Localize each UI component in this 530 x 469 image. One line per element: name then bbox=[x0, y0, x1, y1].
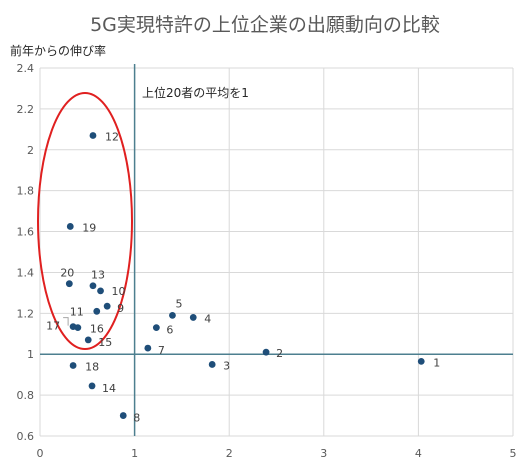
data-point-11 bbox=[93, 307, 101, 315]
data-point-15 bbox=[84, 336, 92, 344]
data-point-20 bbox=[65, 280, 73, 288]
y-tick-label: 1 bbox=[27, 348, 34, 361]
point-label-6: 6 bbox=[166, 324, 173, 337]
y-tick-labels: 0.6 0.8 1 1.2 1.4 1.6 1.8 2 2.2 2.4 bbox=[17, 62, 35, 443]
point-label-18: 18 bbox=[85, 360, 99, 373]
data-points bbox=[65, 132, 425, 419]
x-tick-label: 1 bbox=[131, 447, 138, 460]
y-tick-label: 2 bbox=[27, 144, 34, 157]
point-label-5: 5 bbox=[175, 297, 182, 310]
point-label-15: 15 bbox=[98, 336, 112, 349]
x-tick-label: 4 bbox=[415, 447, 422, 460]
highlight-ellipse-shape bbox=[37, 92, 133, 350]
y-tick-label: 1.2 bbox=[17, 307, 35, 320]
y-tick-label: 1.4 bbox=[17, 266, 35, 279]
y-tick-label: 1.8 bbox=[17, 185, 35, 198]
gridlines bbox=[39, 67, 514, 437]
x-tick-labels: 0 1 2 3 4 5 bbox=[37, 447, 517, 460]
x-tick-label: 0 bbox=[37, 447, 44, 460]
point-label-20: 20 bbox=[60, 267, 74, 280]
point-label-14: 14 bbox=[102, 382, 116, 395]
x-tick-label: 2 bbox=[226, 447, 233, 460]
data-point-19 bbox=[66, 223, 74, 230]
point-label-8: 8 bbox=[133, 412, 140, 425]
point-label-2: 2 bbox=[276, 347, 283, 360]
data-point-5 bbox=[169, 311, 176, 319]
x-tick-label: 5 bbox=[510, 447, 517, 460]
point-label-12: 12 bbox=[105, 130, 119, 143]
point-label-11: 11 bbox=[70, 305, 84, 318]
data-point-9 bbox=[103, 302, 111, 310]
reference-label: 上位20者の平均を1 bbox=[142, 85, 249, 100]
data-point-10 bbox=[97, 287, 104, 295]
point-label-16: 16 bbox=[90, 323, 104, 336]
point-label-13: 13 bbox=[91, 269, 105, 282]
chart-title: 5G実現特許の上位企業の出願動向の比較 bbox=[90, 14, 440, 36]
data-point-3 bbox=[208, 361, 216, 368]
leader-line-17 bbox=[63, 317, 69, 326]
data-point-2 bbox=[262, 348, 270, 356]
data-point-1 bbox=[417, 357, 425, 365]
point-label-4: 4 bbox=[204, 312, 211, 325]
data-point-8 bbox=[119, 412, 127, 419]
data-point-7 bbox=[144, 344, 152, 352]
point-label-17: 17 bbox=[46, 320, 60, 333]
x-tick-label: 3 bbox=[320, 447, 327, 460]
y-tick-label: 2.4 bbox=[17, 62, 35, 75]
point-label-1: 1 bbox=[433, 356, 440, 369]
point-label-10: 10 bbox=[112, 285, 126, 298]
y-tick-label: 0.8 bbox=[17, 389, 35, 402]
data-point-6 bbox=[152, 324, 160, 332]
data-point-17 bbox=[69, 323, 77, 331]
point-label-3: 3 bbox=[223, 359, 230, 372]
y-tick-label: 2.2 bbox=[17, 103, 35, 116]
point-label-9: 9 bbox=[117, 302, 124, 315]
data-point-12 bbox=[89, 132, 97, 139]
highlight-ellipse bbox=[37, 92, 133, 350]
reference-lines bbox=[40, 64, 513, 436]
data-point-14 bbox=[88, 382, 96, 390]
y-tick-label: 0.6 bbox=[17, 430, 35, 443]
point-label-7: 7 bbox=[158, 344, 165, 357]
data-point-18 bbox=[69, 362, 77, 369]
y-tick-label: 1.6 bbox=[17, 226, 35, 239]
point-label-19: 19 bbox=[82, 221, 96, 234]
y-axis-label: 前年からの伸び率 bbox=[10, 43, 106, 58]
data-point-13 bbox=[89, 282, 97, 290]
data-point-4 bbox=[189, 314, 197, 321]
